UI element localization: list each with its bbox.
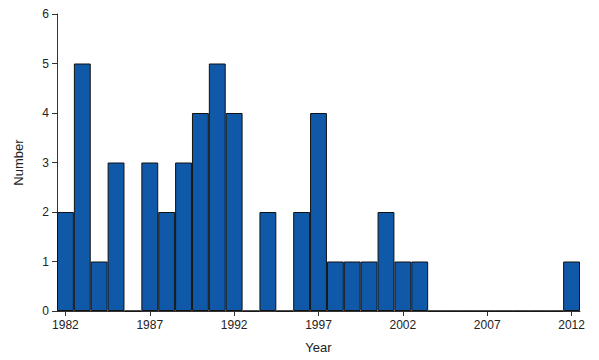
svg-text:Year: Year	[305, 340, 332, 355]
svg-text:2007: 2007	[474, 318, 501, 332]
svg-text:1992: 1992	[221, 318, 248, 332]
svg-text:4: 4	[42, 106, 49, 120]
svg-text:1982: 1982	[52, 318, 79, 332]
svg-text:6: 6	[42, 7, 49, 21]
svg-text:5: 5	[42, 57, 49, 71]
svg-text:3: 3	[42, 156, 49, 170]
svg-text:2: 2	[42, 205, 49, 219]
svg-text:1987: 1987	[136, 318, 163, 332]
svg-text:2012: 2012	[558, 318, 585, 332]
svg-text:1: 1	[42, 255, 49, 269]
svg-text:0: 0	[42, 304, 49, 318]
svg-text:1997: 1997	[305, 318, 332, 332]
svg-text:2002: 2002	[390, 318, 417, 332]
svg-text:Number: Number	[11, 139, 26, 186]
